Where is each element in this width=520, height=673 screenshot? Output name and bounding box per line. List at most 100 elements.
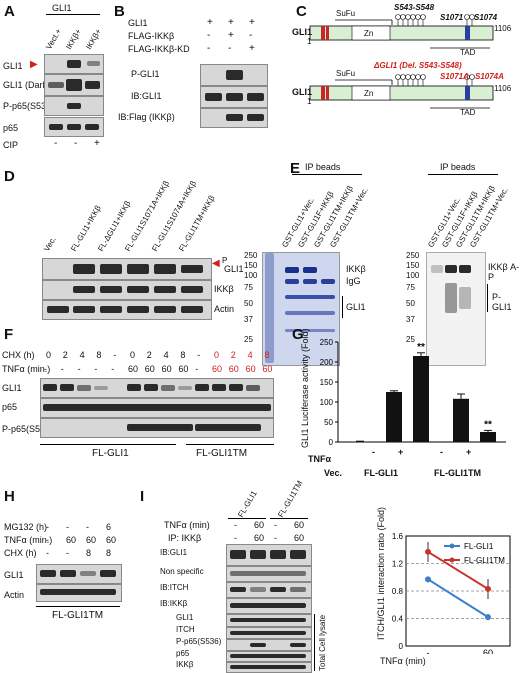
condition-value: - [66, 522, 69, 532]
ip-value: - [234, 533, 237, 543]
y-tick-label: 0 [329, 438, 334, 447]
row-label: p65 [176, 649, 189, 658]
y-tick-label: 1.6 [392, 532, 404, 541]
y-tick-label: 200 [320, 358, 334, 367]
blot-p65 [44, 117, 104, 137]
tnf-value: 60 [254, 520, 264, 530]
chx-value: 8 [264, 350, 269, 360]
blot-p-p65-lysate [226, 639, 312, 651]
ip-value: 60 [254, 533, 264, 543]
tnf-value: - [111, 364, 114, 374]
row-label: IKKβ [176, 660, 194, 669]
mw-marker: 100 [244, 271, 257, 280]
mw-marker: 37 [244, 315, 253, 324]
mw-marker: 250 [244, 251, 257, 260]
blot-p65 [40, 398, 274, 418]
mw-marker: 150 [244, 261, 257, 270]
gel-label: IKKβ A-P [488, 262, 520, 282]
treatment-sign: - [228, 43, 231, 54]
ip-label: IP: IKKβ [168, 533, 201, 543]
row-label: TNFα (min.) [4, 535, 52, 545]
condition-value: 60 [66, 535, 76, 545]
row-label: GLI1 [4, 570, 24, 580]
row-label: Actin [214, 304, 234, 314]
panel-h-label: H [4, 488, 15, 505]
mw-marker: 100 [406, 271, 419, 280]
cip-sign: - [54, 138, 57, 149]
treatment-sign: + [249, 43, 255, 54]
lane-label: IKKβ+ [64, 27, 83, 51]
row-label: Actin [4, 590, 24, 600]
sign-minus: - [372, 447, 375, 457]
data-point [425, 576, 431, 582]
row-label: IB:GLI1 [131, 91, 162, 101]
row-label: GLI1 [2, 383, 22, 393]
tnf-label: TNFα (min) [164, 520, 210, 530]
chx-value: 0 [130, 350, 135, 360]
bar [413, 356, 429, 442]
blot-itch-lysate [226, 627, 312, 639]
group-label: Vec. [324, 468, 342, 478]
legend-label: FL-GLI1 [464, 542, 494, 551]
legend-marker [450, 558, 455, 563]
cip-label: CIP [3, 140, 18, 150]
lysate-label: Total Cell lysate [318, 615, 327, 671]
row-label: ITCH [176, 625, 195, 634]
row-label: GLI1 [224, 264, 244, 274]
gli1-label: GLI1 [292, 87, 312, 97]
treatment-sign: + [249, 17, 255, 28]
zn-label: Zn [364, 29, 373, 38]
tnf-value: - [195, 364, 198, 374]
tnf-value: 60 [262, 364, 272, 374]
blot-ib-flag [200, 108, 268, 128]
chx-label: CHX (h) [2, 350, 35, 360]
sufu-label: SuFu [336, 9, 355, 18]
y-tick-label: 0 [399, 642, 404, 651]
row-label: P-GLI1 [131, 69, 160, 79]
chx-value: 8 [96, 350, 101, 360]
chx-value: 8 [180, 350, 185, 360]
condition-value: - [86, 522, 89, 532]
condition-value: - [66, 548, 69, 558]
arrowhead-icon: ▶ [30, 59, 38, 70]
panel-i-label: I [140, 488, 144, 505]
tnf-value: - [94, 364, 97, 374]
row-label: p65 [3, 123, 18, 133]
tnf-value: - [78, 364, 81, 374]
mw-marker: 37 [406, 315, 415, 324]
row-label: IB:GLI1 [160, 548, 187, 557]
ip-value: - [274, 533, 277, 543]
chx-value: 4 [248, 350, 253, 360]
condition-value: 6 [106, 522, 111, 532]
blot-gli1 [44, 54, 104, 74]
tnf-label: TNFα (min.) [2, 364, 50, 374]
blot-ikkb [42, 280, 212, 300]
y-tick-label: 50 [324, 418, 333, 427]
chx-value: 2 [147, 350, 152, 360]
chx-value: 2 [231, 350, 236, 360]
chx-value: - [113, 350, 116, 360]
column-divider [228, 518, 266, 519]
tad-label: TAD [460, 48, 475, 57]
panel-f-label: F [4, 326, 13, 343]
condition-value: 60 [106, 535, 116, 545]
cip-sign: - [74, 138, 77, 149]
start-label: 1 [307, 97, 311, 106]
condition-value: 8 [86, 548, 91, 558]
row-label: GLI1 [3, 61, 23, 71]
sign-minus: - [440, 447, 443, 457]
group-label: FL-GLI1TM [196, 448, 247, 459]
chx-value: 2 [63, 350, 68, 360]
group-label: FL-GLI1 [92, 448, 129, 459]
end-label: 1106 [494, 84, 511, 93]
row-label: CHX (h) [4, 548, 37, 558]
significance-mark: ** [417, 342, 425, 353]
blot-gli1 [42, 258, 212, 280]
cip-sign: + [94, 138, 100, 149]
start-label: 1 [307, 37, 311, 46]
condition-value: 8 [106, 548, 111, 558]
gli1-label: GLI1 [292, 27, 312, 37]
row-label: GLI1 [176, 613, 193, 622]
